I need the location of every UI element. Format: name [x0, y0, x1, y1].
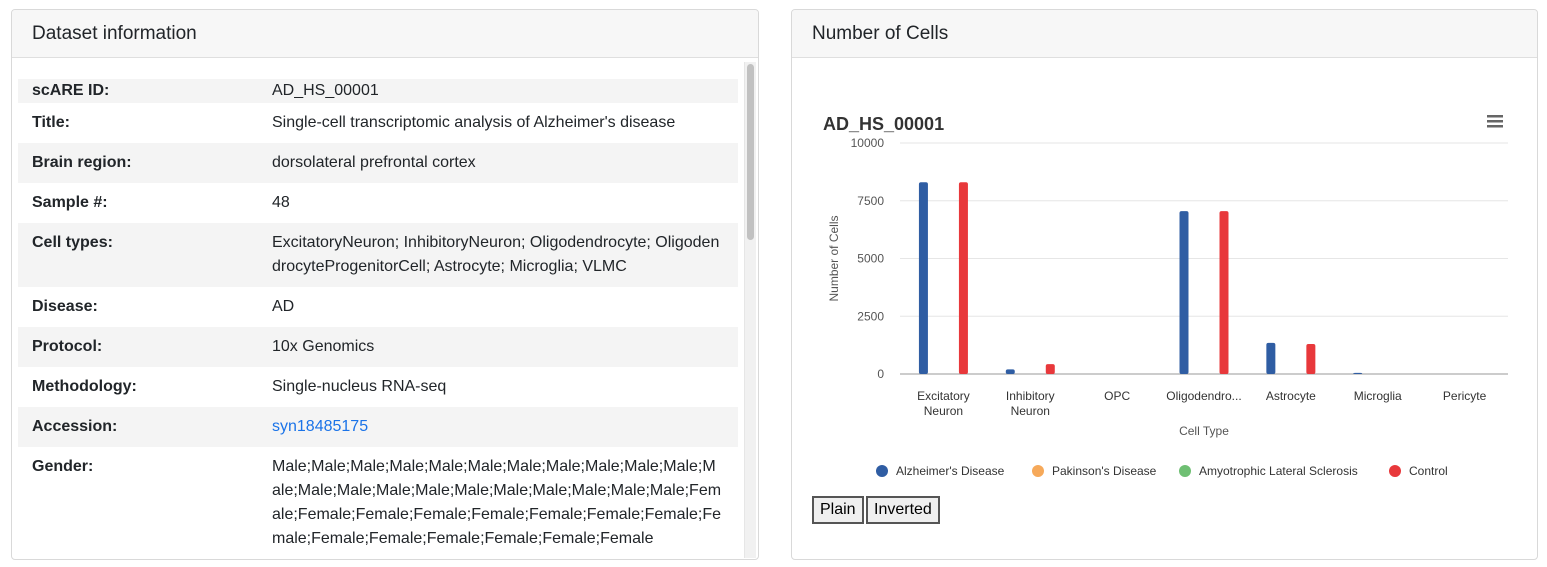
x-tick-label: Neuron	[1011, 404, 1050, 418]
dataset-info-card: Dataset information scARE ID: AD_HS_00001…	[11, 9, 759, 560]
y-tick-label: 2500	[857, 309, 884, 323]
y-axis-label: Number of Cells	[827, 215, 841, 301]
info-row-label: Sample #:	[32, 194, 108, 211]
x-tick-label: OPC	[1104, 389, 1130, 403]
bar	[1306, 343, 1316, 374]
info-row: Cell types: ExcitatoryNeuron; InhibitoryN…	[18, 223, 738, 287]
bar	[1005, 369, 1015, 374]
x-tick-label: Astrocyte	[1266, 389, 1316, 403]
bar	[1045, 364, 1055, 374]
info-row: Brain region: dorsolateral prefrontal cor…	[18, 143, 738, 183]
bar	[1219, 211, 1229, 374]
y-tick-label: 7500	[857, 194, 884, 208]
info-row-value: AD_HS_00001	[272, 82, 379, 99]
info-row-label: Cell types:	[32, 234, 113, 251]
bar	[1179, 211, 1189, 374]
info-row: Title: Single-cell transcriptomic analysi…	[18, 103, 738, 143]
legend-item: Pakinson's Disease	[1052, 464, 1157, 478]
info-row-value: Male;Male;Male;Male;Male;Male;Male;Male;…	[272, 458, 722, 547]
info-row: Gender: Male;Male;Male;Male;Male;Male;Mal…	[18, 447, 738, 559]
inverted-button[interactable]: Inverted	[866, 496, 940, 524]
dataset-info-table: scARE ID: AD_HS_00001 Title: Single-cell tr…	[18, 79, 738, 559]
chart-menu-icon-line	[1487, 120, 1503, 123]
info-row-value: AD	[272, 298, 295, 315]
info-row-label: Title:	[32, 114, 70, 131]
y-tick-label: 10000	[851, 136, 885, 150]
plain-button[interactable]: Plain	[812, 496, 864, 524]
info-row: Protocol: 10x Genomics	[18, 327, 738, 367]
cell-count-title: Number of Cells	[812, 22, 949, 44]
cell-count-chart: AD_HS_00001 0 2500 5000 7500 10000 Number of C…	[823, 114, 1508, 478]
legend-marker	[1032, 465, 1044, 477]
legend-marker	[1389, 465, 1401, 477]
dataset-info-scroll-area[interactable]: scARE ID: AD_HS_00001 Title: Single-cell tr…	[12, 59, 758, 559]
bar	[958, 182, 968, 374]
info-row: scARE ID: AD_HS_00001	[18, 79, 738, 103]
info-row: Accession: syn18485175	[18, 407, 738, 447]
info-row-label: Accession:	[32, 418, 118, 435]
info-row: Disease: AD	[18, 287, 738, 327]
x-axis-label: Cell Type	[1179, 424, 1229, 438]
x-tick-label: Microglia	[1354, 389, 1402, 403]
info-row-label: scARE ID:	[32, 82, 110, 99]
accession-link[interactable]: syn18485175	[272, 418, 369, 435]
y-tick-label: 5000	[857, 252, 884, 266]
x-tick-label: Inhibitory	[1006, 389, 1055, 403]
info-row-label: Gender:	[32, 458, 94, 475]
dataset-info-header: Dataset information	[12, 10, 758, 58]
legend-item: Alzheimer's Disease	[896, 464, 1005, 478]
info-row-value: ExcitatoryNeuron; InhibitoryNeuron; Olig…	[272, 234, 720, 275]
chart-menu-icon-line	[1487, 115, 1503, 118]
chart-title: AD_HS_00001	[823, 114, 944, 134]
info-row-value: Single-nucleus RNA-seq	[272, 378, 447, 395]
chart-menu-icon[interactable]	[1487, 115, 1503, 128]
info-row-label: Methodology:	[32, 378, 137, 395]
x-tick-label: Neuron	[924, 404, 963, 418]
bar	[1353, 372, 1363, 374]
info-row-value: dorsolateral prefrontal cortex	[272, 154, 476, 171]
info-row-value: 48	[272, 194, 290, 211]
info-row: Sample #: 48	[18, 183, 738, 223]
scrollbar-thumb[interactable]	[747, 64, 754, 240]
info-row-label: Brain region:	[32, 154, 132, 171]
x-tick-label: Excitatory	[917, 389, 970, 403]
legend-item: Amyotrophic Lateral Sclerosis	[1199, 464, 1358, 478]
info-row-value: Single-cell transcriptomic analysis of A…	[272, 114, 676, 131]
info-row-value: 10x Genomics	[272, 338, 375, 355]
legend-marker	[876, 465, 888, 477]
cell-count-header: Number of Cells	[792, 10, 1537, 58]
bar	[1266, 342, 1276, 374]
y-tick-label: 0	[877, 367, 884, 381]
info-row-label: Disease:	[32, 298, 98, 315]
bar	[918, 182, 928, 374]
x-tick-label: Pericyte	[1443, 389, 1487, 403]
dataset-info-title: Dataset information	[32, 22, 197, 44]
chart-menu-icon-line	[1487, 125, 1503, 128]
cell-count-card: Number of Cells AD_HS_00001 0 2500 5000 7500…	[791, 9, 1538, 560]
legend-item: Control	[1409, 464, 1448, 478]
x-tick-label: Oligodendro...	[1166, 389, 1241, 403]
legend-marker	[1179, 465, 1191, 477]
info-row: Methodology: Single-nucleus RNA-seq	[18, 367, 738, 407]
scrollbar-track[interactable]	[744, 62, 756, 558]
info-row-label: Protocol:	[32, 338, 103, 355]
